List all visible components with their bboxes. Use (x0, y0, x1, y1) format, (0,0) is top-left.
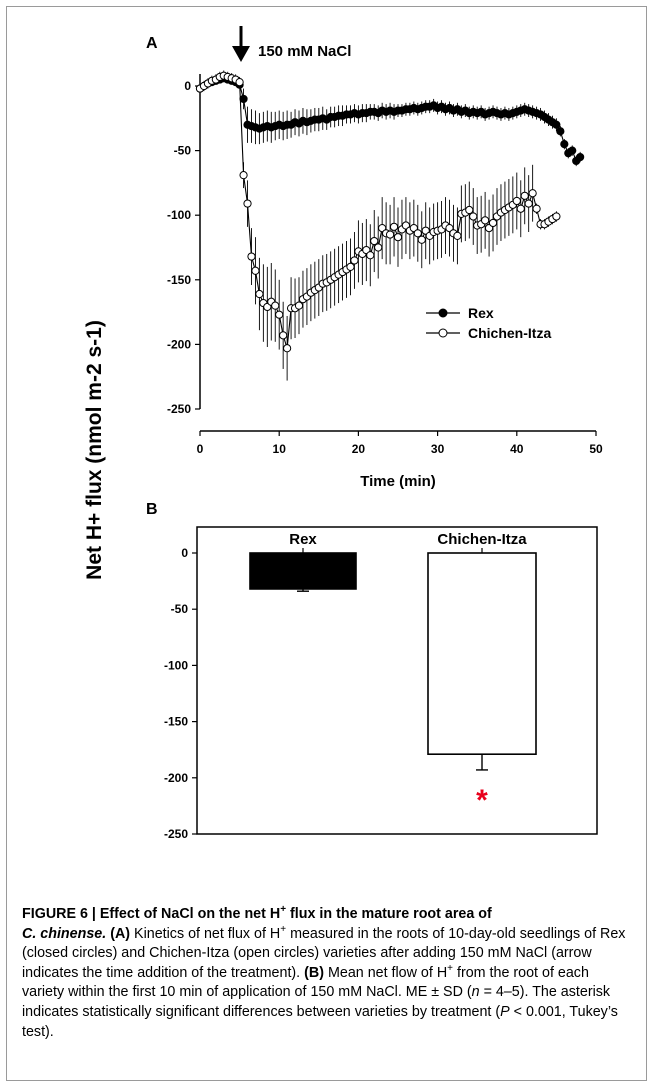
figure-6-chart: A B 150 mM NaCl Net H+ flux (nmol m-2 s-… (83, 26, 603, 841)
chichen-itza-data-point (255, 289, 264, 299)
chichen-itza-data-point (552, 212, 561, 221)
a-x-tick-label: 30 (431, 442, 445, 456)
legend-marker-chichen-itza (438, 328, 448, 338)
caption-b-label: (B) (304, 964, 324, 981)
rex-data-point (576, 152, 585, 162)
chichen-itza-data-point (512, 196, 521, 206)
a-y-tick-label: -100 (167, 208, 191, 222)
legend-label-chichen-itza: Chichen-Itza (468, 325, 551, 341)
a-y-tick-label: -200 (167, 337, 191, 351)
chichen-itza-data-point (385, 230, 395, 239)
chichen-itza-data-point (346, 262, 355, 271)
b-y-tick-label: -200 (164, 771, 188, 785)
rex-data-point (552, 120, 561, 129)
y-axis-label: Net H+ flux (nmol m-2 s-1) (83, 320, 106, 580)
panel-b-y-ticks: 0 -50 -100 -150 -200 -250 (164, 546, 197, 841)
b-y-tick-label: -100 (164, 658, 188, 672)
chichen-itza-data-point (453, 231, 462, 240)
chichen-itza-data-point (524, 199, 533, 208)
chichen-itza-data-point (469, 212, 478, 221)
panel-b-category-labels: Rex Chichen-Itza (289, 531, 527, 553)
rex-data-point (568, 146, 577, 155)
chichen-itza-data-point (279, 331, 288, 340)
a-x-tick-label: 0 (197, 442, 204, 456)
caption-a-label: (A) (110, 925, 131, 942)
chichen-itza-data-point (247, 252, 256, 261)
a-y-tick-label: -250 (167, 402, 191, 416)
chichen-itza-data-point (366, 251, 375, 260)
chichen-itza-data-point (374, 243, 383, 252)
rex-series-line (199, 77, 581, 162)
chichen-itza-data-point (239, 171, 248, 180)
legend-label-rex: Rex (468, 305, 494, 321)
chichen-itza-data-point (350, 256, 359, 265)
a-x-tick-label: 50 (589, 442, 603, 456)
chichen-itza-data-point (275, 310, 284, 319)
panel-a-plot: 0 -50 -100 -150 -200 -250 0 10 20 30 40 50 Time (m… (167, 70, 603, 490)
chichen-itza-data-point (294, 301, 304, 310)
y-axis-label-text: Net H+ flux (nmol m-2 s-1) (83, 320, 106, 580)
a-y-tick-label: -50 (174, 144, 192, 158)
chichen-itza-data-point (283, 344, 292, 353)
treatment-arrow-icon (232, 26, 250, 62)
panel-b-bars (249, 552, 537, 771)
panel-b-label: B (146, 501, 158, 518)
chichen-itza-data-point (481, 216, 490, 225)
chichen-itza-data-point (417, 235, 426, 244)
rex-data-point (556, 127, 565, 136)
chichen-itza-data-point (532, 204, 541, 213)
chichen-itza-data-point (528, 189, 537, 198)
a-y-tick-label: 0 (184, 79, 191, 93)
chichen-itza-data-point (271, 301, 280, 310)
bar-rex (249, 552, 357, 590)
panel-a-series (195, 71, 585, 353)
chichen-itza-data-point (488, 218, 498, 228)
a-x-tick-label: 20 (352, 442, 366, 456)
bar-chichen-itza (427, 552, 537, 755)
figure-frame (6, 6, 647, 1081)
legend-marker-rex (438, 308, 448, 318)
significance-asterisk: * (476, 784, 488, 817)
a-x-tick-label: 40 (510, 442, 524, 456)
chichen-itza-data-point (389, 222, 399, 231)
chichen-itza-data-point (413, 229, 422, 238)
treatment-annotation: 150 mM NaCl (258, 43, 351, 60)
chichen-itza-data-point (370, 236, 379, 246)
rex-data-point (560, 140, 569, 149)
a-x-tick-label: 10 (273, 442, 287, 456)
rex-data-point (239, 94, 248, 104)
chichen-itza-data-point (393, 233, 403, 242)
panel-b-frame (196, 526, 598, 835)
panel-a-x-axis-label: Time (min) (360, 473, 436, 490)
panel-a-y-ticks: 0 -50 -100 -150 -200 -250 (167, 79, 200, 416)
b-y-tick-label: -250 (164, 827, 188, 841)
b-category-label: Chichen-Itza (437, 531, 527, 548)
chichen-itza-data-point (251, 266, 260, 275)
chichen-itza-data-point (520, 191, 529, 200)
b-category-label: Rex (289, 531, 317, 548)
panel-a-x-ticks: 0 10 20 30 40 50 (197, 431, 603, 456)
panel-b-plot: 0 -50 -100 -150 -200 -250 Rex Chichen-Itza * (164, 526, 598, 841)
b-y-tick-label: 0 (181, 546, 188, 560)
figure-caption: FIGURE 6 | Effect of NaCl on the net H+ … (22, 904, 626, 1040)
chichen-itza-data-point (465, 205, 474, 215)
a-y-tick-label: -150 (167, 273, 191, 287)
chichen-itza-data-point (235, 78, 244, 87)
panel-a-label: A (146, 35, 158, 52)
chichen-itza-data-point (516, 204, 525, 213)
b-y-tick-label: -50 (171, 602, 189, 616)
caption-species: C. chinense. (22, 925, 107, 942)
panel-a-legend: Rex Chichen-Itza (426, 305, 551, 341)
b-y-tick-label: -150 (164, 715, 188, 729)
caption-title: FIGURE 6 | Effect of NaCl on the net H+ … (22, 904, 492, 922)
chichen-itza-data-point (243, 199, 252, 208)
